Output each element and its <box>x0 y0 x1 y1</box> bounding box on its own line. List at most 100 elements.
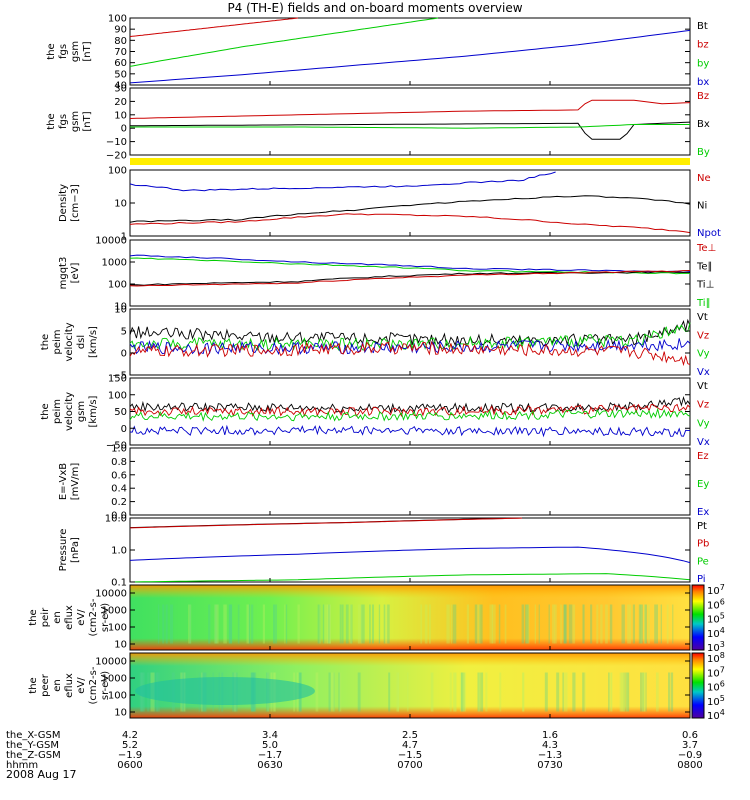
spectrogram-streak <box>273 604 275 644</box>
spectrogram-streak <box>327 604 331 644</box>
spectrogram-streak <box>600 604 603 644</box>
spectrogram-streak <box>208 604 211 644</box>
x-row-label: the_Z-GSM <box>6 750 61 761</box>
x-tick-value: 5.2 <box>122 740 138 751</box>
y-axis-label: fgs <box>58 114 69 129</box>
spectrogram-streak <box>671 672 674 712</box>
spectrogram-streak <box>563 672 568 712</box>
legend-label: Npot <box>697 228 721 239</box>
spectrogram-streak <box>640 604 643 644</box>
series-line-blue <box>129 171 556 192</box>
spectrogram-streak <box>584 672 586 712</box>
spectrogram-streak <box>563 604 566 644</box>
y-axis-label: [cm−3] <box>70 184 81 222</box>
spectrogram-streak <box>583 604 585 644</box>
y-tick-label: 100 <box>108 280 127 291</box>
y-tick-label: 10 <box>114 110 127 121</box>
y-axis-label: [nT] <box>82 111 93 131</box>
panel-9: 10000 1000 100 10 the peir en eflux eV/(cm2-s-sr… <box>28 584 705 651</box>
spectrogram-streak <box>556 672 560 712</box>
legend-label: Pt <box>697 521 707 532</box>
spectrogram-streak <box>522 672 525 712</box>
y-tick-label: 0.6 <box>111 470 127 481</box>
spectrogram-streak <box>656 672 658 712</box>
panel-5: 10 5 0 −5 the peim velocity dsl [km/s] Vt Vz Vy Vx <box>40 305 710 382</box>
colorbar-tick-label: 104 <box>707 708 725 722</box>
spectrogram-streak <box>360 604 365 644</box>
y-tick-label: −20 <box>106 151 127 162</box>
spectrogram-streak <box>188 604 192 644</box>
spectrogram-streak <box>620 672 625 712</box>
y-axis-label: gsm <box>70 41 81 62</box>
x-tick-value: 3.4 <box>262 730 278 741</box>
x-tick-value: 2.5 <box>402 730 418 741</box>
y-tick-label: 90 <box>114 25 127 36</box>
y-tick-label: 10 <box>114 305 127 316</box>
y-tick-label: 5 <box>121 327 127 338</box>
y-tick-label: 10.0 <box>105 514 127 525</box>
spectrogram-streak <box>504 604 507 644</box>
y-tick-label: 10 <box>114 640 127 651</box>
colorbar-tick-label: 107 <box>707 665 725 679</box>
series-line-black <box>129 195 691 223</box>
y-axis-label: the <box>46 43 57 59</box>
y-tick-label: 10000 <box>95 236 127 247</box>
colorbar-tick-label: 108 <box>707 651 725 665</box>
legend-label: Bx <box>697 119 710 130</box>
x-tick-value: 0600 <box>117 760 142 771</box>
y-axis-label: the <box>28 609 39 625</box>
spectrogram-streak <box>627 604 632 644</box>
x-tick-value: 0800 <box>677 760 702 771</box>
yellow-status-bar <box>130 158 690 165</box>
legend-label: Ey <box>697 479 709 490</box>
spectrogram-streak <box>284 604 286 644</box>
spectrogram-streak <box>609 604 613 644</box>
series-line-black <box>129 121 691 140</box>
y-axis-label: [nPa] <box>70 537 81 563</box>
spectrogram-streak <box>498 604 501 644</box>
y-tick-label: 1.0 <box>111 444 127 455</box>
y-axis-label: peim <box>52 399 63 424</box>
spectrogram-streak <box>644 672 646 712</box>
spectrogram-streak <box>317 604 321 644</box>
spectrogram-streak <box>609 672 612 712</box>
spectrogram-streak <box>460 672 465 712</box>
spectrogram-streak <box>462 672 465 712</box>
spectrogram-streak <box>647 604 650 644</box>
legend-label: Pb <box>697 539 709 550</box>
series-line-red <box>129 17 299 38</box>
y-axis-label: sr-eV) <box>100 603 111 632</box>
y-tick-label: 0.1 <box>111 578 127 589</box>
spectrogram-streak <box>534 604 536 644</box>
spectrogram-streak <box>623 672 626 712</box>
panel-2: 30 20 10 0 −10 −20 the fgs gsm [nT] Bz Bx By <box>46 84 710 165</box>
y-tick-label: 0.8 <box>111 457 127 468</box>
legend-label: Pe <box>697 556 709 567</box>
legend-label: Ni <box>697 201 707 212</box>
y-tick-label: 1.0 <box>111 546 127 557</box>
y-axis-label: peer <box>40 673 51 697</box>
legend-label: Vt <box>697 312 708 323</box>
spectrogram-streak <box>262 604 265 644</box>
spectrogram-streak <box>357 672 361 712</box>
spectrogram-streak <box>644 604 647 644</box>
colorbar-tick-label: 106 <box>707 680 725 694</box>
spectrogram-streak <box>165 604 168 644</box>
y-axis-label: eflux <box>64 673 75 698</box>
legend-label: Vt <box>697 381 708 392</box>
spectrogram-streak <box>372 604 374 644</box>
y-axis-label: [mV/m] <box>70 463 81 501</box>
spectrogram-streak <box>611 672 613 712</box>
spectrogram-streak <box>485 672 488 712</box>
y-tick-label: 100 <box>108 623 127 634</box>
x-tick-value: 4.2 <box>122 730 138 741</box>
y-axis-label: velocity <box>64 392 75 431</box>
y-tick-label: −50 <box>106 441 127 452</box>
colorbar-tick-label: 104 <box>707 626 725 640</box>
spectrogram-streak <box>632 604 635 644</box>
legend-label: Ex <box>697 507 709 518</box>
spectrogram-streak <box>396 672 399 712</box>
y-axis-label: eV/ <box>76 609 87 626</box>
x-tick-value: 0.6 <box>682 730 698 741</box>
y-tick-label: 100 <box>108 691 127 702</box>
